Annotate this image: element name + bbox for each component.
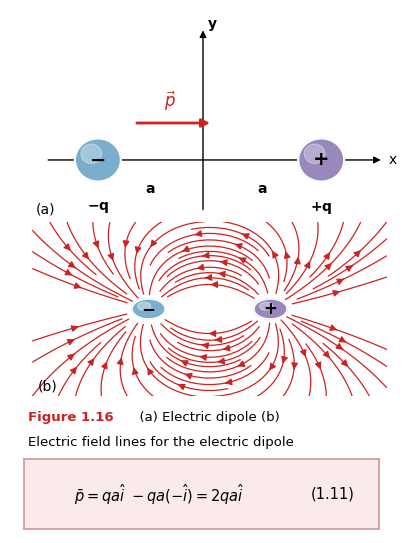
Text: x: x — [388, 153, 397, 167]
FancyArrowPatch shape — [273, 252, 278, 258]
FancyArrowPatch shape — [305, 262, 310, 268]
FancyArrowPatch shape — [181, 361, 188, 366]
FancyArrowPatch shape — [71, 326, 78, 331]
Text: a: a — [146, 181, 155, 195]
FancyArrowPatch shape — [205, 275, 212, 280]
Text: Electric field lines for the electric dipole: Electric field lines for the electric di… — [28, 435, 294, 449]
FancyArrowPatch shape — [102, 363, 107, 369]
FancyArrowPatch shape — [226, 379, 232, 384]
Text: a: a — [258, 181, 267, 195]
FancyArrowPatch shape — [117, 358, 123, 364]
FancyArrowPatch shape — [323, 351, 329, 357]
FancyArrowPatch shape — [202, 343, 208, 349]
FancyArrowPatch shape — [69, 262, 76, 268]
FancyArrowPatch shape — [195, 231, 202, 236]
FancyArrowPatch shape — [68, 353, 75, 360]
FancyArrowPatch shape — [218, 358, 224, 364]
FancyArrowPatch shape — [221, 260, 227, 266]
Circle shape — [260, 302, 273, 311]
FancyArrowPatch shape — [337, 279, 344, 285]
Circle shape — [75, 138, 121, 181]
FancyArrowPatch shape — [330, 325, 337, 330]
FancyArrowPatch shape — [210, 331, 216, 336]
Circle shape — [304, 144, 325, 163]
FancyArrowPatch shape — [270, 363, 275, 369]
FancyArrowPatch shape — [238, 361, 245, 367]
FancyArrowPatch shape — [200, 355, 206, 360]
FancyArrowPatch shape — [212, 282, 218, 287]
FancyArrowPatch shape — [123, 241, 129, 247]
FancyArrowPatch shape — [292, 363, 297, 369]
FancyArrowPatch shape — [354, 251, 360, 257]
Circle shape — [81, 144, 102, 163]
FancyArrowPatch shape — [74, 283, 81, 288]
FancyArrowPatch shape — [148, 369, 153, 375]
Circle shape — [254, 299, 287, 319]
FancyArrowPatch shape — [346, 265, 353, 271]
FancyArrowPatch shape — [151, 240, 156, 247]
FancyArrowPatch shape — [282, 356, 287, 363]
FancyArrowPatch shape — [223, 345, 230, 351]
FancyArrowPatch shape — [316, 362, 321, 368]
FancyArrowPatch shape — [108, 254, 113, 260]
Text: +: + — [264, 300, 277, 318]
FancyArrowPatch shape — [178, 384, 185, 389]
Text: $\mathbf{+q}$: $\mathbf{+q}$ — [310, 200, 332, 216]
FancyArrowPatch shape — [333, 291, 340, 296]
Circle shape — [132, 299, 165, 319]
Text: −: − — [90, 150, 106, 169]
FancyArrowPatch shape — [219, 272, 225, 277]
Text: $\vec{p}$: $\vec{p}$ — [164, 90, 176, 113]
Text: (a) Electric dipole (b): (a) Electric dipole (b) — [131, 412, 280, 425]
Text: $\bar{p} = qa\hat{i}\ -qa(-\hat{i}) = 2qa\hat{i}$: $\bar{p} = qa\hat{i}\ -qa(-\hat{i}) = 2q… — [74, 482, 244, 507]
Text: (a): (a) — [35, 203, 55, 217]
FancyArrowPatch shape — [215, 337, 222, 342]
FancyArrowPatch shape — [71, 368, 76, 374]
FancyArrowPatch shape — [295, 258, 300, 264]
Circle shape — [298, 138, 344, 181]
FancyArrowPatch shape — [325, 264, 331, 270]
Circle shape — [137, 302, 151, 311]
FancyArrowPatch shape — [88, 359, 93, 365]
FancyArrowPatch shape — [235, 244, 242, 249]
Text: −: − — [142, 300, 156, 318]
Text: (1.11): (1.11) — [311, 487, 355, 502]
FancyArrowPatch shape — [93, 241, 98, 247]
FancyArrowPatch shape — [197, 264, 204, 270]
FancyArrowPatch shape — [341, 360, 347, 366]
FancyArrowPatch shape — [183, 247, 189, 251]
FancyArrowPatch shape — [83, 252, 88, 258]
FancyArrowPatch shape — [339, 337, 346, 342]
FancyArrowPatch shape — [203, 252, 209, 258]
Text: (b): (b) — [38, 379, 58, 393]
FancyArrowPatch shape — [185, 374, 192, 379]
FancyArrowPatch shape — [67, 339, 75, 345]
FancyArrowPatch shape — [324, 253, 329, 260]
FancyArrowPatch shape — [336, 344, 343, 350]
Text: +: + — [313, 150, 330, 169]
Text: $\mathbf{-q}$: $\mathbf{-q}$ — [87, 200, 109, 215]
FancyArrowPatch shape — [64, 244, 70, 250]
FancyArrowPatch shape — [239, 258, 246, 263]
Text: Figure 1.16: Figure 1.16 — [28, 412, 114, 425]
FancyArrowPatch shape — [135, 247, 141, 253]
FancyArrowPatch shape — [133, 368, 138, 375]
FancyArrowPatch shape — [301, 350, 306, 356]
FancyArrowPatch shape — [65, 270, 72, 275]
FancyArrowPatch shape — [242, 233, 249, 239]
Text: y: y — [208, 17, 216, 31]
FancyArrowPatch shape — [285, 252, 290, 258]
